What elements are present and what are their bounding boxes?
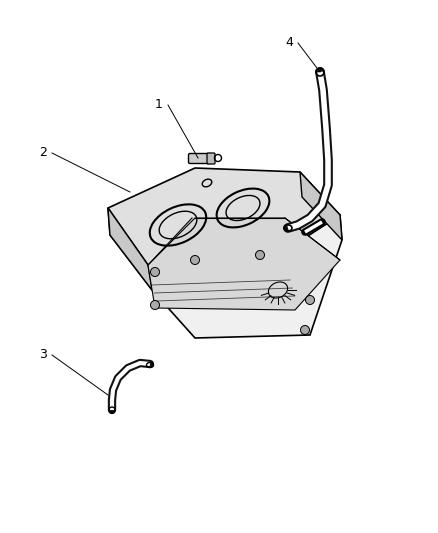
Circle shape <box>305 295 314 304</box>
Text: 4: 4 <box>285 36 293 50</box>
Circle shape <box>191 255 199 264</box>
FancyBboxPatch shape <box>188 154 212 164</box>
Polygon shape <box>300 172 342 240</box>
Polygon shape <box>108 208 152 290</box>
Circle shape <box>255 251 265 260</box>
Circle shape <box>151 268 159 277</box>
Circle shape <box>300 326 310 335</box>
Polygon shape <box>108 168 340 268</box>
Text: 3: 3 <box>39 349 47 361</box>
Circle shape <box>151 301 159 310</box>
Polygon shape <box>108 208 342 338</box>
FancyBboxPatch shape <box>207 153 215 164</box>
Polygon shape <box>148 218 340 310</box>
Text: 2: 2 <box>39 147 47 159</box>
Text: 1: 1 <box>155 99 163 111</box>
